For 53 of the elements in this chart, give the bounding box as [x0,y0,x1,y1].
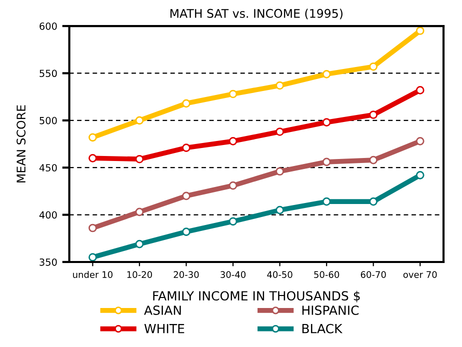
point [88,133,97,142]
point [228,90,238,98]
legend-label: ASIAN [144,306,181,315]
point [88,253,97,262]
point [369,197,378,206]
point [322,70,331,78]
point [276,206,284,214]
point [276,128,284,136]
chart-title: MATH SAT vs. INCOME (1995) [170,8,342,20]
y-tick-label: 600 [40,22,57,30]
point [416,170,424,180]
point [135,154,144,164]
point [135,208,144,216]
point [182,144,190,152]
legend-label: BLACK [302,324,343,334]
point [228,181,238,190]
point [228,217,238,226]
x-tick-label: 60-70 [360,271,386,278]
y-tick-label: 350 [40,258,57,266]
legend-label: WHITE [144,324,184,334]
point [322,197,331,206]
point [135,240,144,248]
legend-label: HISPANIC [302,306,359,315]
y-tick-label: 500 [40,116,57,124]
y-tick-label: 550 [40,70,57,78]
point [369,110,378,119]
y-tick-label: 450 [39,164,57,172]
point [88,154,97,162]
point [369,156,378,164]
point [416,86,424,94]
point [369,62,378,71]
point [88,224,97,232]
x-tick-label: over 70 [403,271,437,278]
x-tick-label: under 10 [73,271,112,278]
y-tick-label: 400 [39,211,57,219]
point [416,26,424,35]
point [276,167,284,176]
point [182,228,190,236]
x-tick-label: 30-40 [220,271,246,278]
point [182,99,190,108]
point [135,116,144,125]
point [322,118,331,126]
point [322,158,331,166]
x-tick-label: 40-50 [267,271,292,278]
point [416,137,424,146]
x-axis-title: FAMILY INCOME IN THOUSANDS $ [153,290,360,302]
point [228,137,238,146]
x-tick-label: 10-20 [127,271,152,278]
y-axis-title: MEAN SCORE [16,105,26,182]
point [182,192,190,200]
x-tick-label: 50-60 [314,271,340,278]
point [276,81,284,90]
x-tick-label: 20-30 [174,271,199,278]
